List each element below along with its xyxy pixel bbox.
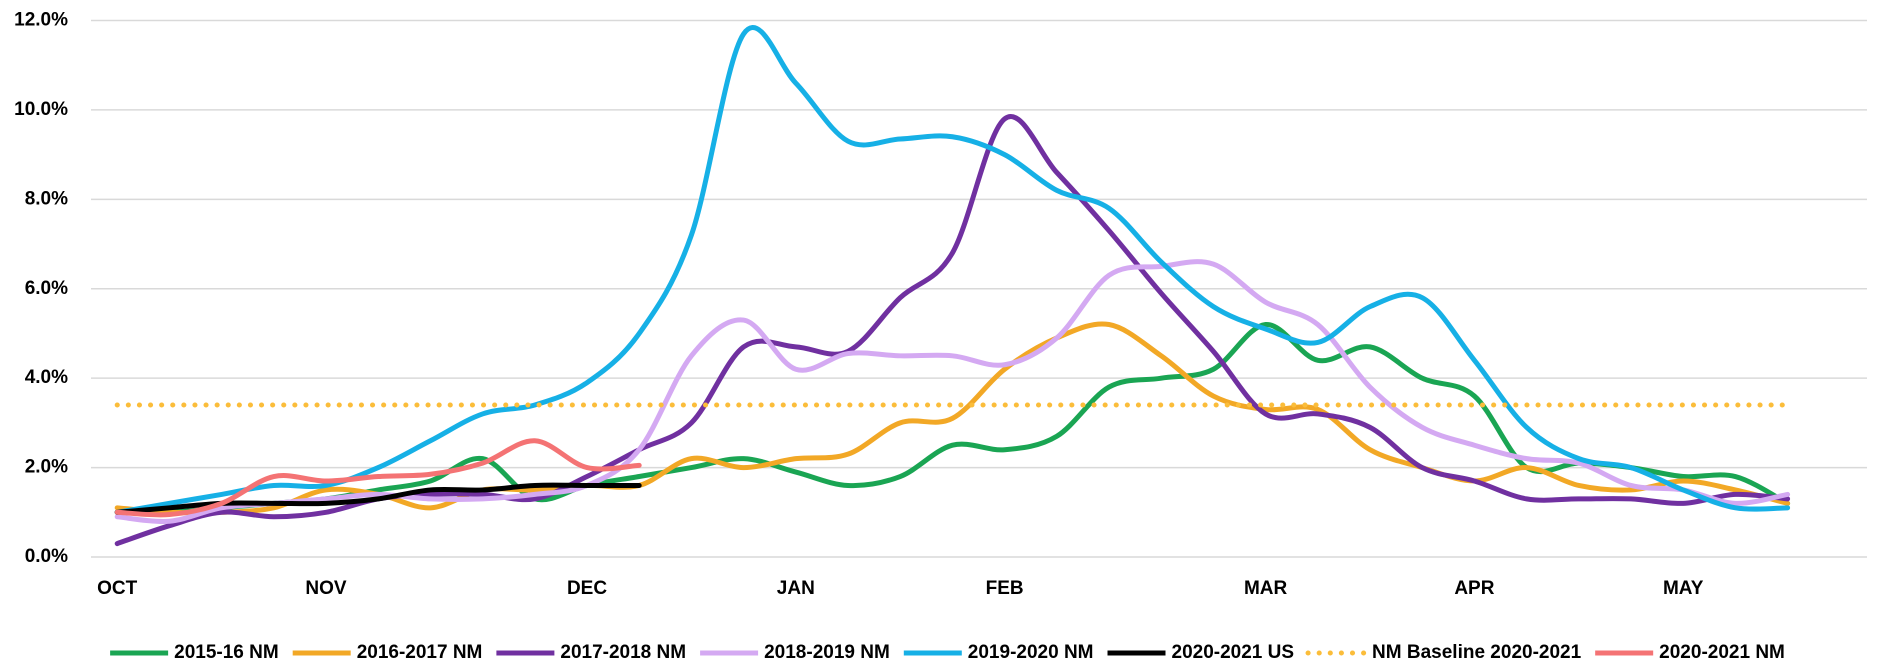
y-tick-label: 2.0% xyxy=(25,457,68,478)
y-tick-label: 4.0% xyxy=(25,367,68,388)
y-tick-label: 0.0% xyxy=(25,546,68,567)
x-tick-label: DEC xyxy=(567,578,607,599)
series-line xyxy=(114,438,642,518)
series-line xyxy=(114,25,1791,515)
legend-label: 2017-2018 NM xyxy=(560,642,686,663)
legend-label: 2019-2020 NM xyxy=(968,642,1094,663)
legend-label: 2020-2021 NM xyxy=(1659,642,1785,663)
legend-label: 2020-2021 US xyxy=(1172,642,1295,663)
x-tick-label: OCT xyxy=(97,578,138,599)
series-line xyxy=(114,321,1791,516)
x-tick-label: FEB xyxy=(986,578,1024,599)
x-tick-label: MAR xyxy=(1244,578,1288,599)
legend-label: NM Baseline 2020-2021 xyxy=(1372,642,1582,663)
series-line xyxy=(114,322,1791,516)
x-tick-label: MAY xyxy=(1663,578,1704,599)
x-tick-label: JAN xyxy=(777,578,815,599)
y-tick-label: 12.0% xyxy=(14,10,68,31)
series-line xyxy=(114,482,642,515)
legend-label: 2018-2019 NM xyxy=(764,642,890,663)
legend-label: 2016-2017 NM xyxy=(357,642,483,663)
y-tick-label: 6.0% xyxy=(25,278,68,299)
series-line xyxy=(114,259,1791,524)
y-tick-label: 10.0% xyxy=(14,99,68,120)
legend-label: 2015-16 NM xyxy=(174,642,279,663)
x-tick-label: APR xyxy=(1454,578,1494,599)
y-tick-label: 8.0% xyxy=(25,188,68,209)
legend: 2015-16 NM 2016-2017 NM 2017-2018 NM 2018-2… xyxy=(110,642,1785,663)
x-tick-label: NOV xyxy=(305,578,347,599)
